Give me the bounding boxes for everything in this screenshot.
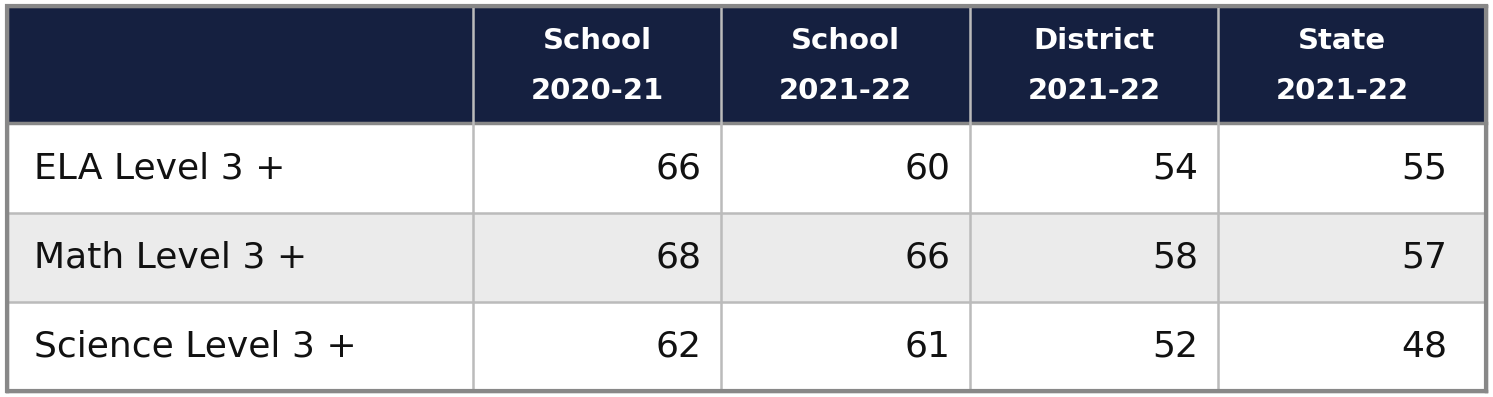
Bar (7, 302, 1486, 391)
Text: 62: 62 (655, 330, 702, 364)
Text: Science Level 3 +: Science Level 3 + (34, 330, 357, 364)
Text: 66: 66 (905, 241, 950, 274)
Text: District: District (1033, 27, 1154, 55)
Text: Math Level 3 +: Math Level 3 + (34, 241, 308, 274)
Text: 57: 57 (1400, 241, 1447, 274)
Text: 2021-22: 2021-22 (779, 77, 912, 104)
Bar (7, 213, 1486, 302)
Bar (7, 123, 1486, 213)
Text: 54: 54 (1153, 151, 1199, 185)
Text: 2021-22: 2021-22 (1027, 77, 1160, 104)
Text: ELA Level 3 +: ELA Level 3 + (34, 151, 285, 185)
Text: 58: 58 (1153, 241, 1199, 274)
Text: 68: 68 (655, 241, 702, 274)
Text: School: School (542, 27, 652, 55)
Text: 66: 66 (655, 151, 702, 185)
Bar (7, 6, 1486, 123)
Text: 52: 52 (1153, 330, 1199, 364)
Text: 2021-22: 2021-22 (1275, 77, 1409, 104)
Text: 61: 61 (905, 330, 950, 364)
Text: 2020-21: 2020-21 (530, 77, 664, 104)
Text: State: State (1297, 27, 1386, 55)
Text: 60: 60 (905, 151, 950, 185)
Text: 48: 48 (1400, 330, 1447, 364)
Text: 55: 55 (1400, 151, 1447, 185)
Text: School: School (791, 27, 900, 55)
